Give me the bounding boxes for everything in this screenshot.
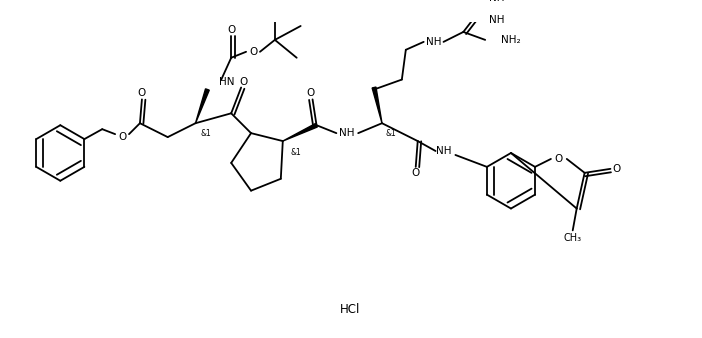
Polygon shape — [283, 123, 317, 141]
Text: O: O — [307, 89, 314, 98]
Text: O: O — [411, 168, 420, 178]
Text: NH: NH — [426, 37, 442, 47]
Text: NH₂: NH₂ — [501, 35, 521, 45]
Text: HN: HN — [219, 76, 234, 87]
Text: O: O — [239, 76, 247, 87]
Text: &1: &1 — [201, 129, 211, 138]
Text: &1: &1 — [291, 148, 301, 158]
Text: O: O — [118, 132, 126, 142]
Text: NH: NH — [338, 128, 354, 138]
Text: O: O — [612, 164, 621, 174]
Text: O: O — [555, 154, 563, 164]
Text: HCl: HCl — [340, 303, 360, 316]
Text: &1: &1 — [386, 129, 397, 138]
Text: NH: NH — [436, 146, 451, 156]
Polygon shape — [195, 89, 209, 123]
Text: O: O — [249, 47, 257, 57]
Text: NH: NH — [489, 0, 505, 3]
Text: O: O — [227, 25, 235, 35]
Text: CH₃: CH₃ — [564, 233, 582, 243]
Text: O: O — [138, 89, 146, 98]
Polygon shape — [372, 87, 382, 123]
Text: NH: NH — [489, 15, 505, 25]
